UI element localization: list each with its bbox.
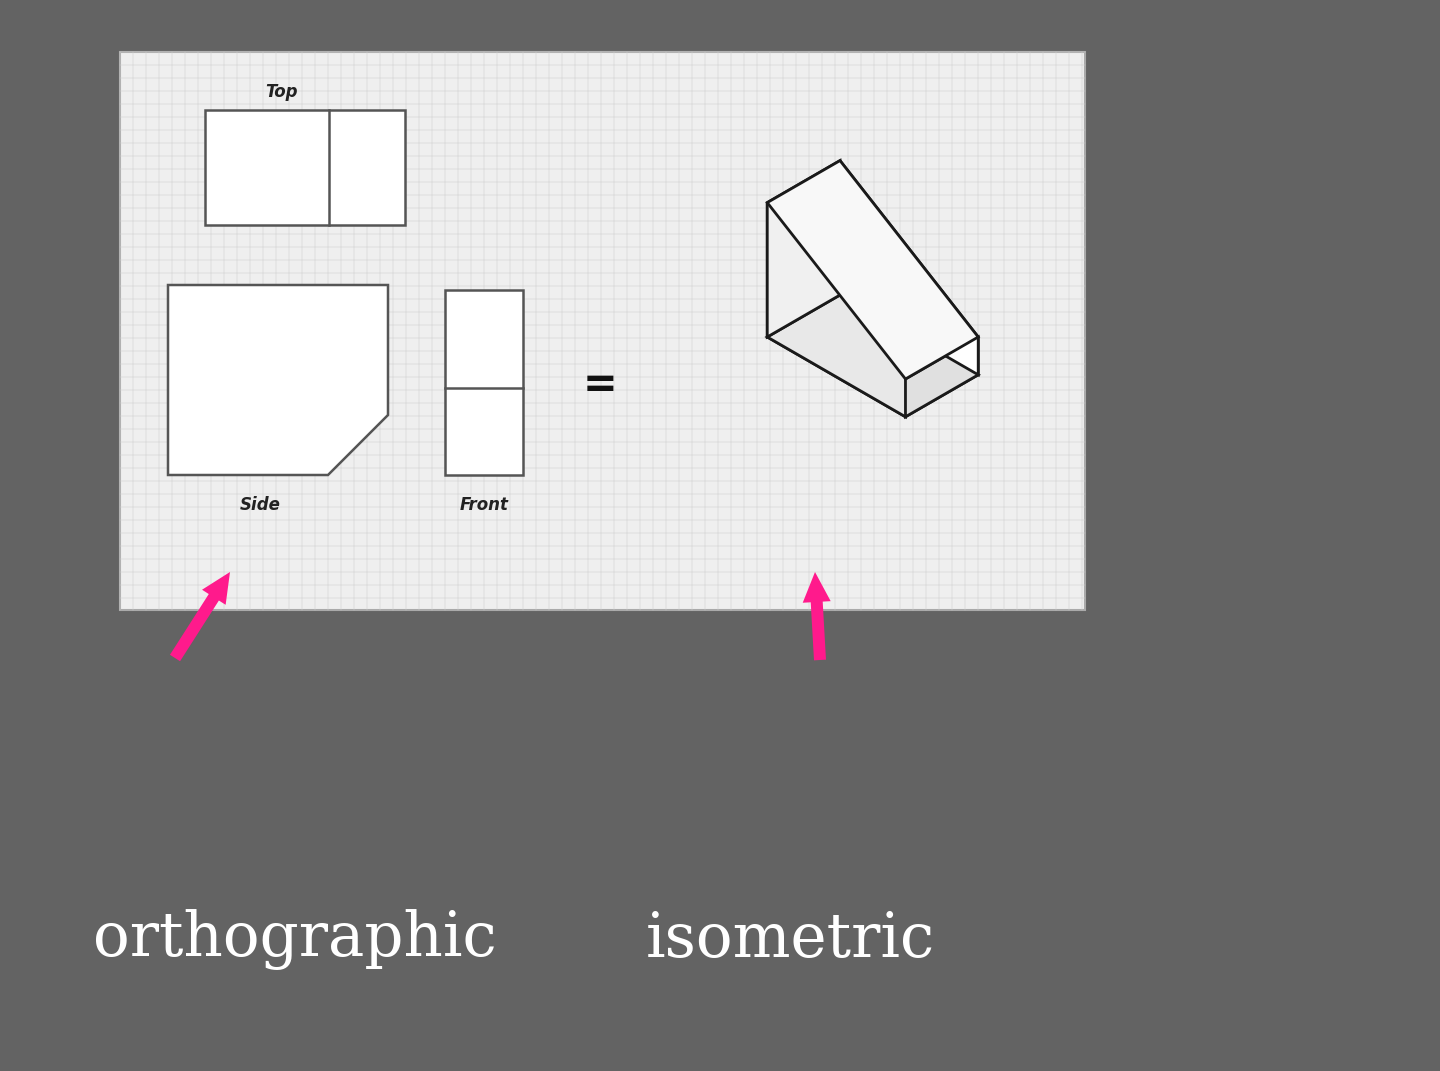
Text: orthographic: orthographic — [94, 909, 497, 970]
Polygon shape — [768, 202, 906, 417]
Text: isometric: isometric — [645, 910, 935, 970]
Polygon shape — [768, 161, 840, 337]
Polygon shape — [906, 337, 978, 417]
Text: Top: Top — [265, 82, 297, 101]
Text: Front: Front — [459, 496, 508, 514]
Text: Side: Side — [240, 496, 281, 514]
Bar — [445, 290, 523, 476]
Polygon shape — [768, 295, 978, 417]
Text: =: = — [583, 364, 618, 406]
FancyArrow shape — [802, 572, 831, 661]
FancyArrow shape — [170, 572, 230, 661]
Bar — [120, 52, 1084, 610]
Polygon shape — [768, 161, 978, 379]
Polygon shape — [168, 285, 387, 476]
Bar — [204, 110, 405, 225]
Polygon shape — [840, 161, 978, 375]
